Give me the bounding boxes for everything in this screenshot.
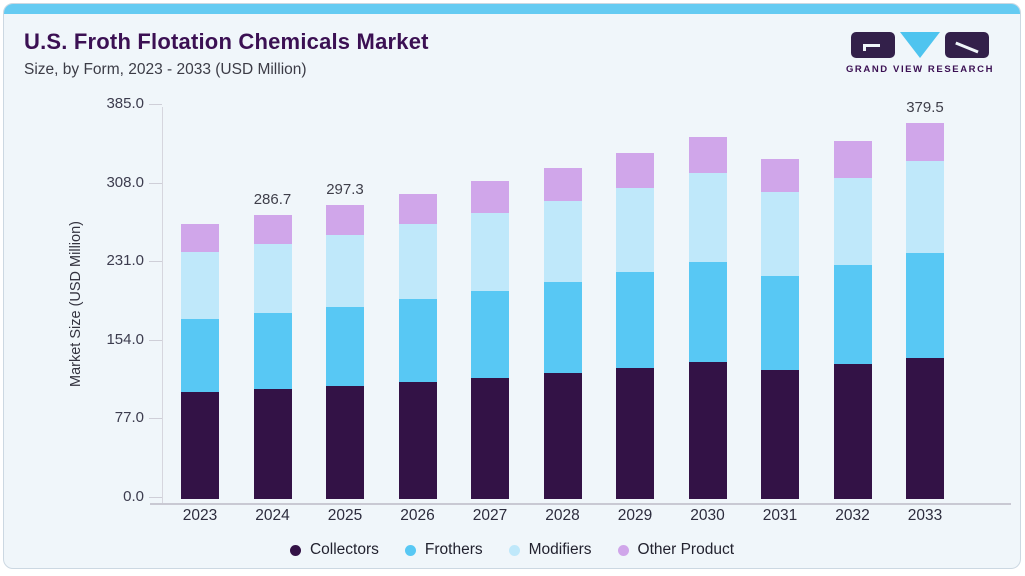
x-axis-label-2027: 2027	[472, 507, 508, 524]
bar-segment-2028-frothers	[543, 282, 582, 374]
bar-segment-2032-modifiers	[833, 177, 872, 266]
y-tick-mark	[149, 497, 162, 498]
bar-segment-2028-collectors	[543, 373, 582, 499]
logo-v-icon	[900, 32, 940, 58]
x-axis-label-2025: 2025	[327, 507, 363, 524]
bar-segment-2025-other-product	[326, 204, 364, 235]
x-axis-label-2024: 2024	[255, 507, 290, 524]
bar-segment-2027-modifiers	[471, 213, 509, 292]
bar-segment-2032-other-product	[833, 141, 872, 178]
grand-view-research-logo: GRAND VIEW RESEARCH	[845, 31, 995, 75]
legend-item-other-product: Other Product	[617, 541, 735, 559]
legend-dot-icon	[404, 544, 416, 556]
bar-segment-2026-frothers	[398, 299, 437, 383]
bar-segment-2031-modifiers	[761, 192, 799, 277]
y-tick-mark	[149, 261, 162, 262]
y-tick-label: 308.0	[106, 174, 144, 191]
bar-segment-2028-other-product	[543, 167, 582, 201]
y-tick-mark	[149, 104, 162, 105]
chart-card: U.S. Froth Flotation Chemicals Market Si…	[3, 3, 1021, 569]
chart-title: U.S. Froth Flotation Chemicals Market	[24, 29, 429, 54]
y-tick-label: 77.0	[114, 409, 144, 426]
legend-label: Modifiers	[528, 541, 592, 558]
legend-dot-icon	[617, 544, 629, 556]
y-tick-label: 385.0	[106, 95, 144, 112]
x-axis-label-2026: 2026	[400, 507, 435, 524]
bar-segment-2023-frothers	[181, 319, 219, 393]
y-tick-mark	[149, 183, 162, 184]
bar-segment-2026-collectors	[398, 382, 437, 499]
bar-segment-2024-frothers	[253, 312, 292, 390]
bar-segment-2023-other-product	[181, 224, 219, 253]
bar-segment-2026-modifiers	[398, 223, 437, 300]
bar-segment-2029-other-product	[616, 152, 654, 189]
bar-segment-2031-frothers	[761, 276, 799, 371]
logo-glyphs	[845, 31, 995, 59]
bar-segment-2026-other-product	[398, 193, 437, 224]
bar-segment-2025-modifiers	[326, 234, 364, 307]
total-label-2025: 297.3	[326, 180, 364, 198]
x-axis-label-2030: 2030	[690, 507, 725, 524]
bar-segment-2032-collectors	[833, 364, 872, 499]
bar-segment-2029-modifiers	[616, 188, 654, 273]
legend-item-collectors: Collectors	[289, 541, 379, 559]
bar-segment-2029-frothers	[616, 272, 654, 368]
y-tick-label: 0.0	[123, 488, 144, 505]
bar-segment-2027-other-product	[471, 181, 509, 214]
legend-dot-icon	[289, 544, 301, 556]
bar-segment-2031-other-product	[761, 158, 799, 192]
legend-label: Other Product	[637, 541, 735, 558]
bar-segment-2029-collectors	[616, 367, 654, 499]
bar-segment-2030-modifiers	[688, 172, 727, 262]
y-tick-label: 231.0	[106, 252, 144, 269]
total-label-2033: 379.5	[906, 99, 944, 117]
bar-segment-2023-collectors	[181, 392, 219, 499]
x-axis-label-2031: 2031	[762, 507, 798, 524]
bar-segment-2024-other-product	[253, 215, 292, 245]
x-axis-label-2032: 2032	[835, 507, 870, 524]
legend-item-frothers: Frothers	[404, 541, 483, 559]
logo-r-icon	[945, 32, 989, 58]
legend: Collectors Frothers Modifiers Other Product	[4, 541, 1020, 559]
x-axis-label-2033: 2033	[907, 507, 943, 524]
logo-g-icon	[851, 32, 895, 58]
y-tick-label: 154.0	[106, 331, 144, 348]
bar-segment-2027-collectors	[471, 377, 509, 499]
bar-segment-2024-collectors	[253, 389, 292, 499]
bar-segment-2030-other-product	[688, 136, 727, 173]
logo-wordmark: GRAND VIEW RESEARCH	[845, 64, 995, 75]
legend-label: Collectors	[309, 541, 379, 558]
bar-segment-2030-collectors	[688, 362, 727, 499]
bar-segment-2031-collectors	[761, 370, 799, 499]
chart-subtitle: Size, by Form, 2023 - 2033 (USD Million)	[24, 61, 307, 78]
bar-segment-2023-modifiers	[181, 252, 219, 320]
bar-segment-2027-frothers	[471, 291, 509, 378]
legend-item-modifiers: Modifiers	[508, 541, 592, 559]
bar-segment-2030-frothers	[688, 261, 727, 363]
legend-dot-icon	[508, 544, 520, 556]
bar-segment-2025-collectors	[326, 385, 364, 499]
x-axis-line	[150, 503, 1011, 505]
bar-segment-2032-frothers	[833, 265, 872, 365]
legend-label: Frothers	[424, 541, 483, 558]
top-accent-bar	[4, 4, 1020, 14]
x-axis-label-2023: 2023	[182, 507, 218, 524]
bar-segment-2028-modifiers	[543, 201, 582, 283]
bar-segment-2033-collectors	[906, 357, 944, 499]
bar-segment-2024-modifiers	[253, 244, 292, 313]
bar-segment-2033-other-product	[906, 123, 944, 161]
y-tick-mark	[149, 418, 162, 419]
y-tick-mark	[149, 340, 162, 341]
x-axis-label-2029: 2029	[617, 507, 653, 524]
bar-segment-2033-frothers	[906, 252, 944, 358]
bar-segment-2025-frothers	[326, 306, 364, 386]
total-label-2024: 286.7	[253, 191, 292, 209]
bar-segment-2033-modifiers	[906, 160, 944, 253]
y-axis-spine	[162, 107, 163, 503]
x-axis-label-2028: 2028	[545, 507, 580, 524]
